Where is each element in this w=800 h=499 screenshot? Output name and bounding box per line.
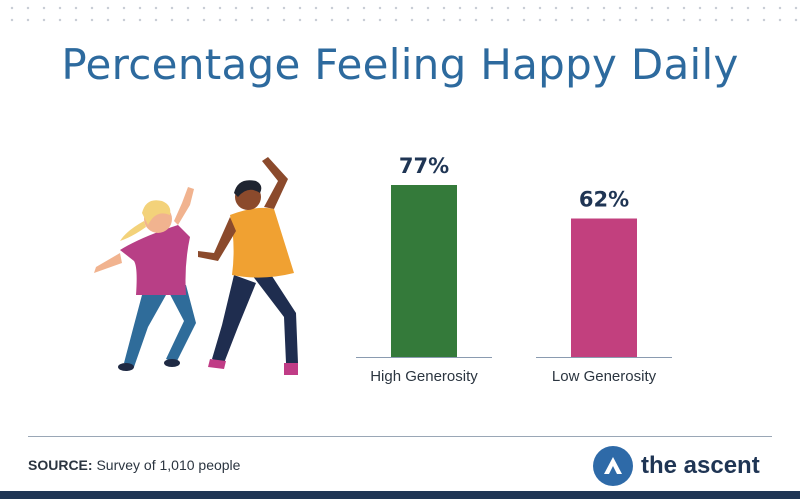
woman-figure-icon [94,187,196,371]
bar-low-generosity [571,218,637,357]
source-text: Survey of 1,010 people [96,457,241,473]
footer-bar [0,491,800,499]
bar-chart: 77% High Generosity 62% Low Generosity [356,154,672,385]
bar-high-generosity [391,185,457,357]
x-tick-label: Low Generosity [552,368,657,385]
source-label: SOURCE: [28,457,93,473]
chart-title: Percentage Feeling Happy Daily [61,40,739,89]
data-label: 62% [579,188,629,212]
brand-name: the ascent [641,452,760,479]
data-label: 77% [399,154,449,178]
dotted-header-pattern [0,0,800,28]
source-note: SOURCE: Survey of 1,010 people [28,457,240,473]
x-tick-label: High Generosity [370,368,478,385]
brand-logo[interactable]: the ascent [593,446,760,486]
dancing-people-icon [94,157,298,375]
footer-divider [28,436,772,437]
ascent-logo-icon [593,446,633,486]
man-figure-icon [198,157,298,375]
